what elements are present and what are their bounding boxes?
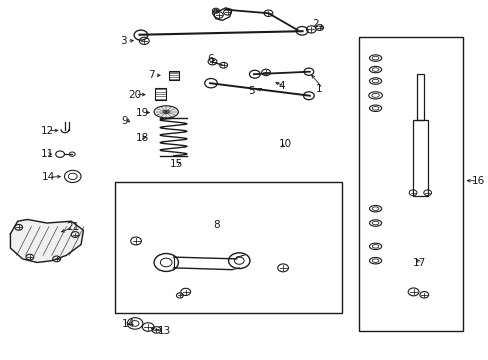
Text: 19: 19	[136, 108, 149, 118]
Bar	[154, 88, 166, 100]
Text: 6: 6	[207, 54, 213, 64]
Bar	[412, 120, 427, 195]
Text: 16: 16	[470, 176, 484, 186]
Bar	[169, 71, 179, 80]
Text: 20: 20	[128, 90, 142, 100]
Text: 17: 17	[412, 258, 426, 268]
Text: 15: 15	[170, 159, 183, 169]
Text: 12: 12	[41, 126, 54, 135]
Text: 2: 2	[312, 19, 318, 29]
Text: 3: 3	[120, 36, 126, 46]
Text: 11: 11	[41, 149, 54, 159]
Text: 8: 8	[213, 220, 219, 230]
Ellipse shape	[154, 106, 178, 118]
Bar	[115, 182, 341, 313]
Text: 13: 13	[158, 325, 171, 336]
Text: 4: 4	[278, 81, 284, 91]
Text: 9: 9	[121, 116, 128, 126]
Text: 10: 10	[279, 139, 292, 149]
Polygon shape	[10, 220, 83, 262]
Text: 18: 18	[136, 133, 149, 143]
Text: 1: 1	[316, 84, 322, 94]
Text: 7: 7	[147, 70, 154, 80]
Text: 5: 5	[247, 86, 254, 96]
Text: 14: 14	[121, 319, 134, 329]
Text: 14: 14	[42, 172, 55, 182]
Bar	[416, 74, 423, 120]
Text: 21: 21	[66, 222, 80, 232]
Bar	[358, 37, 462, 330]
